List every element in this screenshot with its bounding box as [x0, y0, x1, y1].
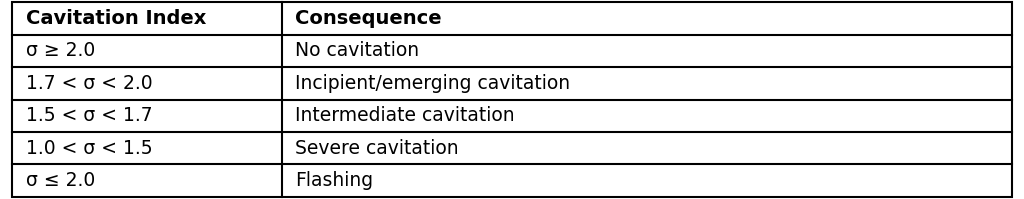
Text: Incipient/emerging cavitation: Incipient/emerging cavitation	[296, 74, 570, 93]
Text: Cavitation Index: Cavitation Index	[26, 9, 206, 28]
Text: Severe cavitation: Severe cavitation	[296, 139, 459, 158]
Text: σ ≤ 2.0: σ ≤ 2.0	[26, 171, 95, 190]
Text: Flashing: Flashing	[296, 171, 374, 190]
Text: Consequence: Consequence	[296, 9, 442, 28]
Text: 1.0 < σ < 1.5: 1.0 < σ < 1.5	[26, 139, 153, 158]
Text: 1.7 < σ < 2.0: 1.7 < σ < 2.0	[26, 74, 153, 93]
Text: No cavitation: No cavitation	[296, 41, 420, 60]
Text: σ ≥ 2.0: σ ≥ 2.0	[26, 41, 95, 60]
Text: 1.5 < σ < 1.7: 1.5 < σ < 1.7	[26, 106, 153, 125]
Text: Intermediate cavitation: Intermediate cavitation	[296, 106, 515, 125]
